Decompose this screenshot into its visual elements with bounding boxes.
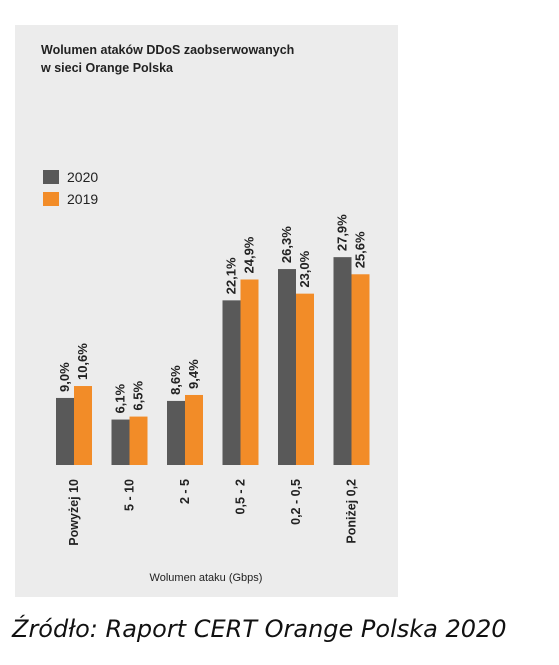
data-label-2020-3: 22,1% xyxy=(224,257,239,294)
data-label-2019-4: 23,0% xyxy=(297,250,312,287)
data-label-2020-5: 27,9% xyxy=(335,214,350,251)
category-labels: Powyżej 10 5 - 10 2 - 5 0,5 - 2 0,2 - 0,5 Pon… xyxy=(67,479,359,546)
chart-title: Wolumen ataków DDoS zaobserwowanych w sie… xyxy=(40,43,294,75)
category-label-2: 2 - 5 xyxy=(178,479,192,504)
legend-swatch-2019 xyxy=(43,192,59,206)
bar-2020-4 xyxy=(278,269,296,465)
bar-2020-0 xyxy=(56,397,74,465)
data-label-2020-2: 8,6% xyxy=(168,365,183,395)
data-label-2019-0: 10,6% xyxy=(75,343,90,380)
bar-2020-3 xyxy=(222,300,241,465)
data-label-2019-5: 25,6% xyxy=(353,231,368,268)
data-label-2020-1: 6,1% xyxy=(113,383,128,413)
chart: Wolumen ataków DDoS zaobserwowanych w sie… xyxy=(40,43,370,584)
legend-label-2019: 2019 xyxy=(67,191,98,207)
legend-label-2020: 2020 xyxy=(67,169,98,185)
legend-swatch-2020 xyxy=(43,170,59,184)
bar-2019-2 xyxy=(185,394,203,465)
bar-2019-3 xyxy=(240,279,259,465)
chart-card: Wolumen ataków DDoS zaobserwowanych w sie… xyxy=(15,25,398,597)
data-label-2019-1: 6,5% xyxy=(131,381,146,411)
bar-2019-0 xyxy=(74,386,92,465)
bar-2019-4 xyxy=(296,293,314,465)
data-label-2019-3: 24,9% xyxy=(242,236,257,273)
chart-title-line: w sieci Orange Polska xyxy=(40,61,174,75)
data-labels: 9,0% 10,6% 6,1% 6,5% 8,6% 9,4% 22,1%24,9% 26,3%… xyxy=(57,214,368,414)
category-label-3: 0,5 - 2 xyxy=(234,479,248,514)
chart-title-line: Wolumen ataków DDoS zaobserwowanych xyxy=(41,43,294,57)
category-label-0: Powyżej 10 xyxy=(67,479,81,546)
data-label-2019-2: 9,4% xyxy=(186,359,201,389)
bar-2019-5 xyxy=(351,274,370,465)
source-caption: Źródło: Raport CERT Orange Polska 2020 xyxy=(12,615,507,643)
bar-2019-1 xyxy=(129,416,148,465)
category-label-5: Poniżej 0,2 xyxy=(345,479,359,544)
data-label-2020-4: 26,3% xyxy=(279,226,294,263)
data-label-2020-0: 9,0% xyxy=(57,362,72,392)
bar-2020-5 xyxy=(333,257,352,465)
category-label-4: 0,2 - 0,5 xyxy=(289,479,303,525)
category-label-1: 5 - 10 xyxy=(123,479,137,511)
bars xyxy=(56,257,370,465)
bar-2020-1 xyxy=(111,419,130,465)
legend: 2020 2019 xyxy=(43,169,98,207)
bar-2020-2 xyxy=(167,400,185,465)
x-axis-label: Wolumen ataku (Gbps) xyxy=(150,572,263,584)
